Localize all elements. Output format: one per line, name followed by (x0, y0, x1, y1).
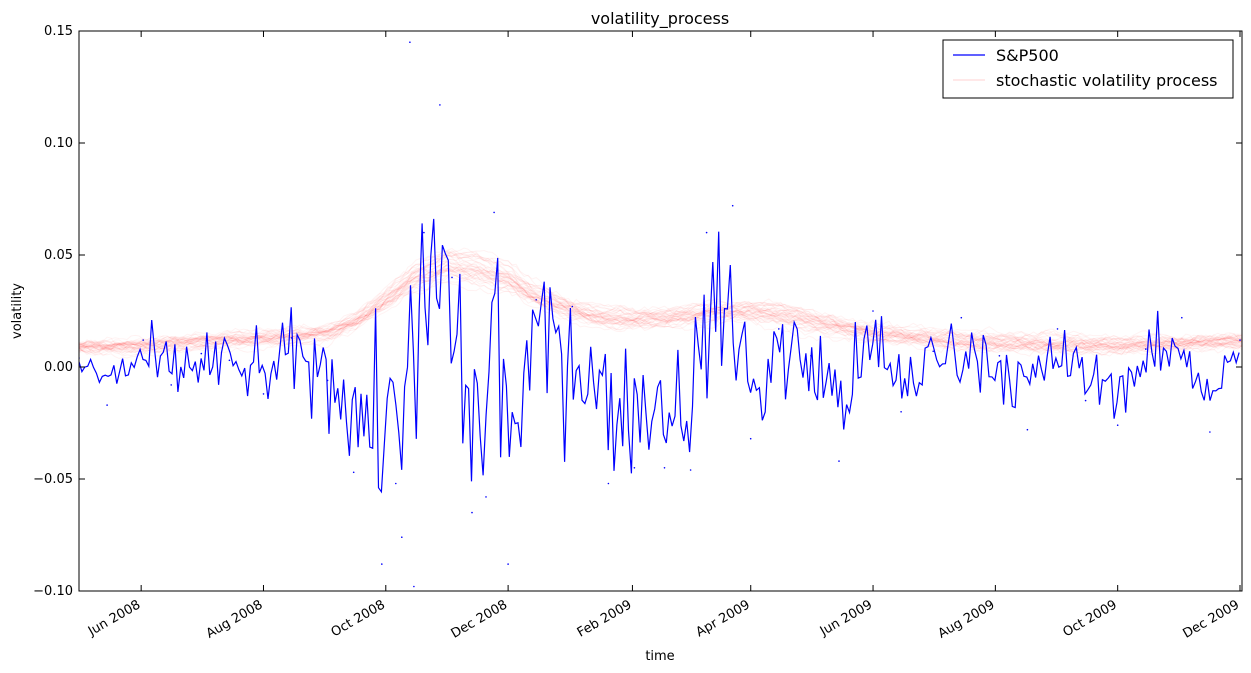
sp500-point (1209, 431, 1211, 433)
volatility-path (79, 252, 1242, 347)
sp500-series (79, 41, 1241, 588)
volatility-path (79, 250, 1242, 353)
volatility-path (79, 256, 1242, 353)
sp500-point (1145, 348, 1147, 350)
sp500-point (485, 496, 487, 498)
sp500-point (413, 585, 415, 588)
sp500-point (571, 305, 574, 308)
legend: S&P500 stochastic volatility process (942, 39, 1234, 99)
sp500-point (1026, 428, 1029, 431)
sp500-point (471, 511, 473, 514)
volatility-path (79, 262, 1242, 351)
volatility-path (79, 281, 1242, 360)
sp500-point (689, 469, 692, 471)
sp500-point (290, 337, 293, 339)
sp500-point (705, 231, 708, 234)
sp500-point (395, 482, 397, 485)
sp500-point (900, 411, 902, 413)
sp500-line (79, 218, 1240, 494)
volatility-path (79, 254, 1242, 353)
volatility-path (79, 254, 1242, 350)
volatility-path (79, 265, 1242, 354)
sp500-point (106, 404, 108, 406)
sp500-point (535, 299, 537, 301)
sp500-point (401, 536, 403, 538)
volatility-path (79, 269, 1242, 356)
volatility-path (79, 250, 1242, 350)
sp500-point (200, 352, 203, 355)
sp500-point (439, 104, 441, 106)
volatility-path (79, 264, 1242, 357)
sp500-point (1084, 399, 1087, 402)
legend-box (942, 39, 1234, 99)
volatility-path (79, 249, 1242, 351)
volatility-path (79, 268, 1242, 350)
volatility-path (79, 269, 1242, 357)
sp500-point (1239, 339, 1241, 341)
sp500-point (960, 316, 963, 319)
volatility-path (79, 247, 1242, 354)
legend-sp500-label: S&P500 (996, 46, 1059, 65)
volatility-path (79, 267, 1242, 352)
y-tick-label: −0.05 (33, 472, 73, 487)
volatility-path (79, 263, 1242, 352)
x-axis-label: time (645, 649, 674, 664)
sp500-point (1181, 316, 1183, 319)
sp500-point (872, 310, 874, 312)
volatility-path (79, 272, 1242, 356)
sp500-point (352, 471, 355, 474)
chart-title: volatility_process (591, 9, 729, 29)
volatility-path (79, 249, 1242, 350)
sp500-point (381, 563, 383, 565)
sp500-point (228, 359, 231, 362)
sp500-point (451, 276, 453, 279)
sp500-point (170, 384, 172, 386)
sp500-point (998, 355, 1001, 357)
y-axis: −0.10 −0.05 0.00 0.05 0.10 0.15 (33, 24, 1242, 599)
legend-volatility-label: stochastic volatility process (996, 71, 1218, 90)
y-tick-label: 0.00 (44, 360, 73, 375)
sp500-point (778, 328, 780, 330)
sp500-point (810, 355, 812, 357)
sp500-point (1116, 424, 1119, 427)
sp500-point (1056, 328, 1059, 330)
sp500-point (607, 482, 610, 485)
y-tick-label: 0.10 (44, 136, 73, 151)
sp500-point (663, 467, 666, 469)
sp500-point (507, 563, 509, 565)
sp500-point (262, 393, 265, 395)
volatility-path (79, 268, 1242, 354)
volatility-path (79, 249, 1242, 350)
y-tick-label: 0.05 (44, 248, 73, 263)
sp500-point (932, 350, 934, 353)
volatility-path (79, 271, 1242, 354)
sp500-point (409, 41, 411, 43)
sp500-point (633, 467, 636, 469)
volatility-path (79, 276, 1242, 357)
y-axis-label: volatility (10, 283, 25, 339)
volatility-path (79, 261, 1242, 353)
sp500-point (493, 211, 495, 214)
y-tick-label: 0.15 (44, 24, 73, 39)
sp500-point (731, 204, 734, 207)
volatility-path (79, 263, 1242, 352)
sp500-point (749, 437, 752, 440)
y-tick-label: −0.10 (33, 584, 73, 599)
sp500-point (838, 460, 840, 462)
sp500-point (423, 231, 425, 234)
volatility-path (79, 264, 1242, 353)
plot-frame (78, 30, 1243, 592)
sp500-point (326, 379, 329, 382)
sp500-point (142, 339, 144, 341)
